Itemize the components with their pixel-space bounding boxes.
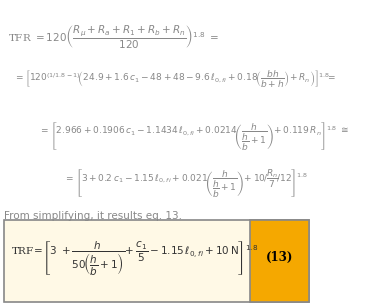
FancyBboxPatch shape [4, 220, 309, 302]
FancyBboxPatch shape [250, 220, 309, 302]
Text: $= \left[3+0.2\,c_1-1.15\,\ell_{0,fi}+0.021\!\left(\dfrac{h}{\dfrac{h}{b}+1}\rig: $= \left[3+0.2\,c_1-1.15\,\ell_{0,fi}+0.… [63, 168, 308, 200]
Text: (13): (13) [266, 251, 293, 264]
Text: $= \left[2.966+0.1906\,c_1-1.1434\,\ell_{0,fi}+0.0214\!\left(\dfrac{h}{\dfrac{h}: $= \left[2.966+0.1906\,c_1-1.1434\,\ell_… [39, 120, 349, 152]
Text: TFR $= 120\left(\dfrac{R_\mu + R_a + R_1 + R_b + R_n}{120}\right)^{1.8}$ $=$: TFR $= 120\left(\dfrac{R_\mu + R_a + R_1… [7, 23, 219, 50]
Text: From simplifying, it results eq. 13.: From simplifying, it results eq. 13. [4, 211, 183, 221]
Text: $= \left[120^{(1/1.8-1)}\!\left(24.9+1.6\,c_1-48+48-9.6\,\ell_{0,fi}+0.18\!\left: $= \left[120^{(1/1.8-1)}\!\left(24.9+1.6… [14, 68, 336, 89]
Text: TRF$\!=\!\left[3\;+\dfrac{h}{50\!\left(\dfrac{h}{b}+1\right)}\!+\dfrac{c_1}{5}-1: TRF$\!=\!\left[3\;+\dfrac{h}{50\!\left(\… [11, 239, 258, 277]
